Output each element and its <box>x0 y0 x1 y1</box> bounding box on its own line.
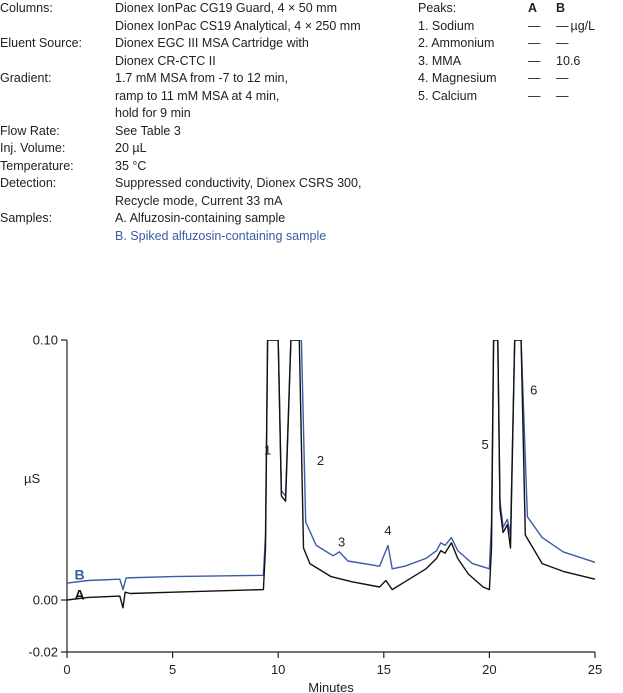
x-tick-label: 0 <box>63 662 70 677</box>
peak-value-b: — <box>556 36 569 50</box>
condition-row: Samples: A. Alfuzosin-containing sample B.… <box>0 210 361 245</box>
series-line-a <box>67 340 596 609</box>
x-tick-label: 20 <box>482 662 496 677</box>
condition-row: Detection: Suppressed conductivity, Dione… <box>0 175 361 210</box>
peak-name: 2. Ammonium <box>418 36 495 50</box>
condition-value: 1.7 mM MSA from -7 to 12 min, <box>115 71 288 85</box>
condition-row: Flow Rate: See Table 3 <box>0 123 361 141</box>
condition-value: Dionex EGC III MSA Cartridge with <box>115 36 309 50</box>
peaks-header-b: B <box>556 1 566 15</box>
peak-unit: µg/L <box>570 18 596 33</box>
condition-row: Inj. Volume: 20 µL <box>0 140 361 158</box>
peak-label: 3 <box>338 535 345 550</box>
peak-label: 6 <box>530 383 537 398</box>
peak-value-b: — <box>556 71 569 85</box>
peak-name: 4. Magnesium <box>418 71 497 85</box>
x-axis-label: Minutes <box>308 680 354 693</box>
peaks-table: Peaks: A B 1. Sodium — — µg/L 2. Ammonium — —3… <box>418 0 616 105</box>
peak-row: 5. Calcium — — <box>418 88 616 106</box>
condition-value: Recycle mode, Current 33 mA <box>115 193 283 208</box>
peak-name: 3. MMA <box>418 53 462 68</box>
x-tick-label: 15 <box>377 662 391 677</box>
y-axis-label: µS <box>24 471 40 486</box>
peak-row: 2. Ammonium — — <box>418 35 616 53</box>
condition-row: Temperature: 35 °C <box>0 158 361 176</box>
condition-value: ramp to 11 mM MSA at 4 min, <box>115 88 280 103</box>
peak-value-a: — <box>528 18 541 33</box>
y-tick-label: 0.00 <box>33 593 58 608</box>
peak-name: 5. Calcium <box>418 88 478 103</box>
peak-value-b: — <box>556 88 569 103</box>
peak-label: 1 <box>264 442 271 457</box>
condition-value: See Table 3 <box>115 123 181 138</box>
peak-name: 1. Sodium <box>418 18 475 33</box>
peak-value-a: — <box>528 88 541 103</box>
peak-label: 2 <box>317 453 324 468</box>
trace-label-a: A <box>75 586 85 602</box>
condition-value: 35 °C <box>115 158 147 173</box>
condition-label: Eluent Source: <box>0 36 82 50</box>
x-tick-label: 5 <box>169 662 176 677</box>
condition-label: Columns: <box>0 1 53 15</box>
condition-value: Dionex IonPac CG19 Guard, 4 × 50 mm <box>115 1 337 15</box>
peaks-header-label: Peaks: <box>418 1 457 15</box>
peak-label: 5 <box>482 437 489 452</box>
condition-value: B. Spiked alfuzosin-containing sample <box>115 228 327 243</box>
x-tick-label: 25 <box>588 662 602 677</box>
condition-value: Dionex IonPac CS19 Analytical, 4 × 250 m… <box>115 18 361 33</box>
condition-label: Detection: <box>0 176 57 190</box>
condition-label: Samples: <box>0 211 53 225</box>
condition-label: Flow Rate: <box>0 123 60 138</box>
peak-row: 1. Sodium — — µg/L <box>418 18 616 36</box>
peaks-header-a: A <box>528 1 538 15</box>
y-tick-label: 0.10 <box>33 333 58 348</box>
condition-value: hold for 9 min <box>115 106 191 120</box>
x-tick-label: 10 <box>271 662 285 677</box>
peak-value-b: — µg/L <box>556 18 616 36</box>
condition-label: Temperature: <box>0 158 74 173</box>
peak-row: 4. Magnesium — — <box>418 70 616 88</box>
trace-label-b: B <box>75 567 85 583</box>
peak-value-b: — <box>556 18 569 33</box>
series-line-b <box>67 340 596 591</box>
condition-value: Suppressed conductivity, Dionex CSRS 300… <box>115 176 362 190</box>
peak-row: 3. MMA — 10.6 <box>418 53 616 71</box>
peak-value-a: — <box>528 71 541 85</box>
condition-label: Gradient: <box>0 71 52 85</box>
peak-label: 4 <box>384 523 391 538</box>
condition-row: Columns: Dionex IonPac CG19 Guard, 4 × 50… <box>0 0 361 35</box>
condition-value: 20 µL <box>115 141 147 155</box>
peak-value-b: 10.6 <box>556 53 581 68</box>
condition-value: Dionex CR-CTC II <box>115 53 216 68</box>
condition-label: Inj. Volume: <box>0 141 66 155</box>
peak-value-a: — <box>528 53 541 68</box>
condition-value: A. Alfuzosin-containing sample <box>115 211 286 225</box>
condition-row: Eluent Source: Dionex EGC III MSA Cartrid… <box>0 35 361 70</box>
condition-row: Gradient: 1.7 mM MSA from -7 to 12 min, ra… <box>0 70 361 123</box>
conditions-block: Columns: Dionex IonPac CG19 Guard, 4 × 50… <box>0 0 361 245</box>
peak-value-a: — <box>528 36 541 50</box>
y-tick-label: -0.02 <box>28 645 58 660</box>
